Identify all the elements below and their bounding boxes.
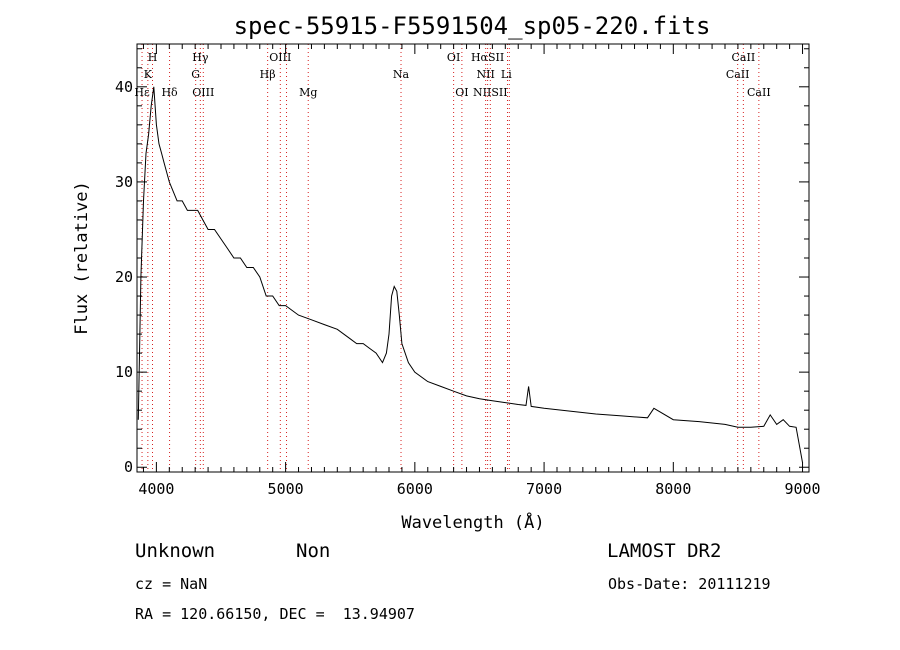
line-label-row1-1: Hγ xyxy=(192,51,209,64)
line-label-row2-5: Li xyxy=(501,68,512,81)
x-tick-label: 4000 xyxy=(138,480,174,498)
spectrum-series xyxy=(137,86,803,463)
axis-ticks: 4000 5000 6000 7000 8000 9000 0 10 20 30 40 xyxy=(115,44,821,498)
line-label-row1-5: CaII xyxy=(732,51,756,64)
line-label-row2-3: Na xyxy=(393,68,410,81)
x-tick-label: 5000 xyxy=(268,480,304,498)
line-label-row1-0: H xyxy=(148,51,158,64)
y-tick-label: 30 xyxy=(115,173,133,191)
x-tick-label: 9000 xyxy=(784,480,820,498)
line-label-row1-3: OI xyxy=(447,51,460,64)
line-label-row1-2: OIII xyxy=(269,51,291,64)
line-label-row3-4: OI xyxy=(455,86,468,99)
line-label-row2-4: NII xyxy=(477,68,495,81)
x-tick-label: 6000 xyxy=(397,480,433,498)
y-tick-label: 10 xyxy=(115,363,133,381)
line-label-row2-2: Hβ xyxy=(260,68,276,81)
line-label-row3-0: Hε xyxy=(134,86,150,99)
y-tick-label: 40 xyxy=(115,78,133,96)
line-labels: H Hγ OIII OI HαSII CaII K G Hβ Na NII Li CaII Hε Hδ OII… xyxy=(134,51,770,99)
line-label-row2-1: G xyxy=(191,68,200,81)
y-tick-label: 20 xyxy=(115,268,133,286)
obs-date-label: Obs-Date: 20111219 xyxy=(608,575,771,593)
class-label: Unknown xyxy=(135,540,216,562)
cz-label: cz = NaN xyxy=(135,575,208,593)
line-label-row3-6: CaII xyxy=(747,86,771,99)
line-label-row2-0: K xyxy=(144,68,153,81)
x-tick-label: 8000 xyxy=(655,480,691,498)
y-axis-label: Flux (relative) xyxy=(72,181,92,335)
line-label-row3-3: Mg xyxy=(299,86,317,99)
spectrum-line-0 xyxy=(137,86,803,463)
line-label-row1-4: HαSII xyxy=(471,51,504,64)
line-label-row2-6: CaII xyxy=(726,68,750,81)
x-tick-label: 7000 xyxy=(526,480,562,498)
y-tick-label: 0 xyxy=(124,458,133,476)
line-label-row3-5: NIISII xyxy=(473,86,508,99)
subclass-label: Non xyxy=(296,540,331,562)
coords-label: RA = 120.66150, DEC = 13.94907 xyxy=(135,605,415,623)
survey-label: LAMOST DR2 xyxy=(607,540,722,562)
line-label-row3-1: Hδ xyxy=(161,86,178,99)
line-label-row3-2: OIII xyxy=(192,86,214,99)
x-axis-label: Wavelength (Å) xyxy=(401,511,544,533)
chart-title: spec-55915-F5591504_sp05-220.fits xyxy=(234,12,711,40)
